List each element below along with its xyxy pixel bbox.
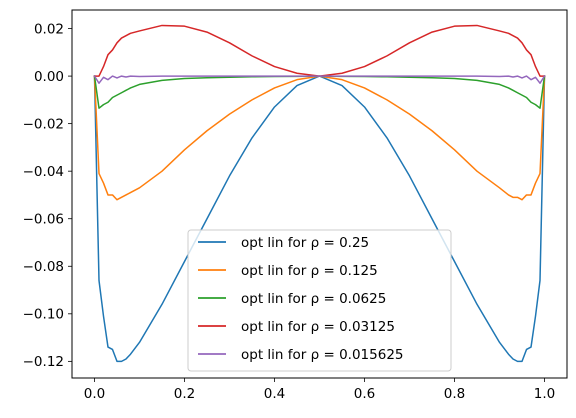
y-tick-label: −0.08 [23,259,64,275]
legend-label-4: opt lin for ρ = 0.015625 [241,347,404,363]
x-axis: 0.0 0.2 0.4 0.6 0.8 1.0 [84,378,555,402]
legend: opt lin for ρ = 0.25 opt lin for ρ = 0.12… [187,229,452,372]
x-tick-label: 0.8 [444,386,465,402]
series-layer [93,24,546,363]
y-tick-label: −0.06 [23,212,64,228]
legend-box [187,229,452,372]
x-tick-label: 0.4 [264,386,285,402]
y-tick-label: 0.00 [34,69,64,85]
x-tick-label: 0.6 [354,386,375,402]
y-axis: −0.12 −0.10 −0.08 −0.06 −0.04 −0.02 0.00 0.02 [23,21,72,370]
x-tick-label: 1.0 [534,386,555,402]
y-tick-label: −0.02 [23,116,64,132]
x-tick-label: 0.2 [174,386,195,402]
series-line-3 [93,24,546,77]
legend-label-2: opt lin for ρ = 0.0625 [241,291,386,307]
legend-label-0: opt lin for ρ = 0.25 [241,235,369,251]
series-line-2 [93,75,546,109]
y-tick-label: −0.10 [23,307,64,323]
plot-frame [71,9,568,379]
series-line-4 [93,75,546,84]
y-tick-label: −0.12 [23,354,64,370]
y-tick-label: 0.02 [34,21,64,37]
x-tick-label: 0.0 [84,386,105,402]
legend-label-1: opt lin for ρ = 0.125 [241,263,378,279]
series-line-1 [93,75,546,201]
legend-label-3: opt lin for ρ = 0.03125 [241,319,395,335]
y-tick-label: −0.04 [23,164,64,180]
